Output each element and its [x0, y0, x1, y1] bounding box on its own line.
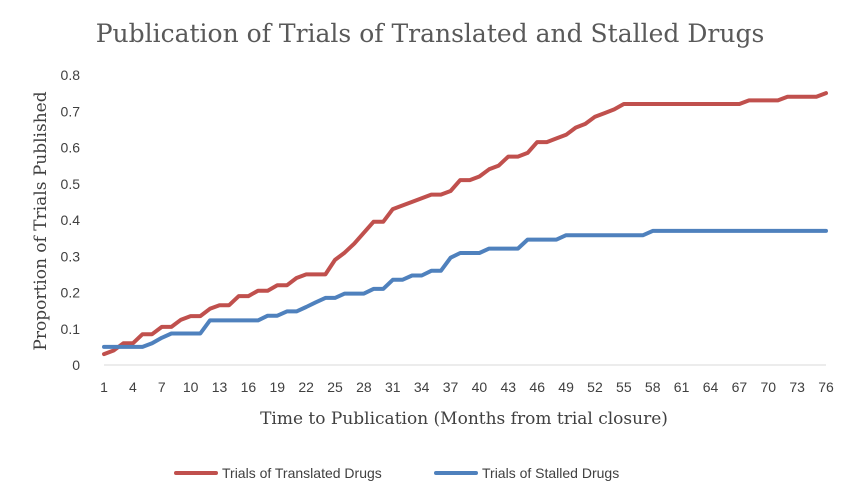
chart-title: Publication of Trials of Translated and …: [96, 19, 765, 48]
y-tick-label: 0.4: [61, 212, 81, 228]
y-tick-label: 0.3: [61, 248, 81, 264]
x-tick-label: 43: [501, 379, 517, 395]
x-tick-label: 31: [385, 379, 401, 395]
x-axis: 1 4 7 10 13 16 19 22 25 28 31 34 37 40 43 46 49 52 55 58 61 6…: [100, 379, 834, 395]
series-line-translated: [102, 91, 828, 357]
legend-label: Trials of Stalled Drugs: [482, 465, 619, 481]
x-tick-label: 67: [732, 379, 748, 395]
x-tick-label: 73: [789, 379, 805, 395]
x-tick-label: 58: [645, 379, 661, 395]
x-tick-label: 76: [818, 379, 834, 395]
plot-area: [102, 91, 828, 357]
x-tick-label: 64: [703, 379, 719, 395]
y-tick-label: 0.8: [61, 67, 81, 83]
x-tick-label: 37: [443, 379, 459, 395]
x-tick-label: 28: [356, 379, 372, 395]
x-tick-label: 19: [269, 379, 285, 395]
x-tick-label: 46: [529, 379, 545, 395]
legend: Trials of Translated Drugs Trials of Stal…: [174, 465, 619, 481]
y-axis: 0 0.1 0.2 0.3 0.4 0.5 0.6 0.7 0.8: [61, 67, 81, 373]
x-tick-label: 13: [212, 379, 228, 395]
legend-label: Trials of Translated Drugs: [222, 465, 382, 481]
series-line-stalled: [102, 228, 828, 349]
y-tick-label: 0.6: [61, 140, 81, 156]
x-tick-label: 40: [472, 379, 488, 395]
x-tick-label: 25: [327, 379, 343, 395]
y-tick-label: 0.5: [61, 176, 81, 192]
x-tick-label: 22: [298, 379, 314, 395]
x-tick-label: 49: [558, 379, 574, 395]
x-tick-label: 10: [183, 379, 199, 395]
x-tick-label: 16: [241, 379, 257, 395]
x-tick-label: 61: [674, 379, 690, 395]
x-tick-label: 34: [414, 379, 430, 395]
x-tick-label: 4: [129, 379, 137, 395]
y-tick-label: 0.2: [61, 285, 81, 301]
y-tick-label: 0.1: [61, 321, 81, 337]
x-tick-label: 70: [760, 379, 776, 395]
y-tick-label: 0: [72, 357, 80, 373]
x-axis-title: Time to Publication (Months from trial c…: [260, 409, 668, 429]
x-tick-label: 52: [587, 379, 603, 395]
y-axis-title: Proportion of Trials Published: [31, 91, 51, 350]
x-tick-label: 55: [616, 379, 632, 395]
x-tick-label: 7: [158, 379, 166, 395]
y-tick-label: 0.7: [61, 103, 81, 119]
x-tick-label: 1: [100, 379, 108, 395]
